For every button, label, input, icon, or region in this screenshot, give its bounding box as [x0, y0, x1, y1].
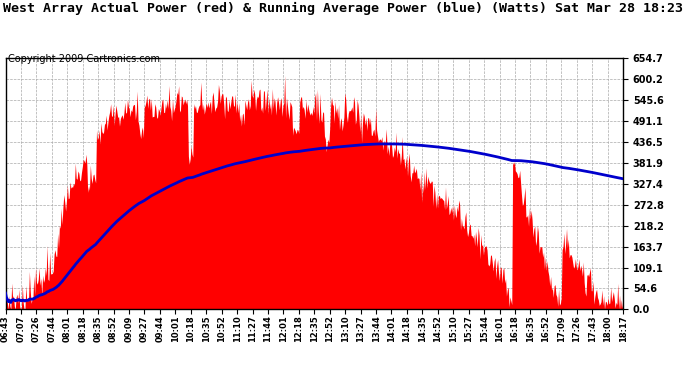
Text: Copyright 2009 Cartronics.com: Copyright 2009 Cartronics.com [8, 54, 160, 64]
Text: West Array Actual Power (red) & Running Average Power (blue) (Watts) Sat Mar 28 : West Array Actual Power (red) & Running … [3, 2, 684, 15]
